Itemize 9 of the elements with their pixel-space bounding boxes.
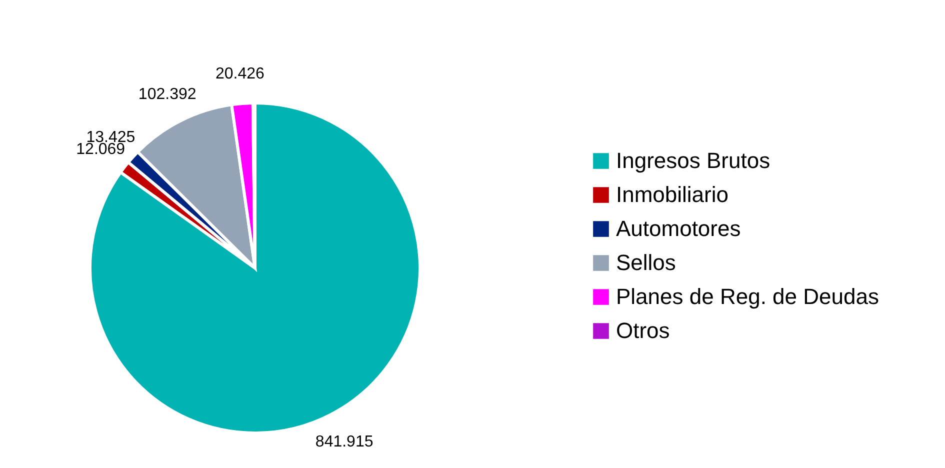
legend-label: Otros bbox=[616, 318, 670, 343]
legend-label: Automotores bbox=[616, 216, 741, 241]
data-label: 841.915 bbox=[315, 433, 374, 450]
data-label: 20.426 bbox=[215, 66, 265, 83]
legend-label: Ingresos Brutos bbox=[616, 148, 770, 173]
legend-label: Inmobiliario bbox=[616, 182, 728, 207]
legend-label: Sellos bbox=[616, 250, 676, 275]
legend-label: Planes de Reg. de Deudas bbox=[616, 284, 879, 309]
data-label: 102.392 bbox=[138, 86, 196, 103]
